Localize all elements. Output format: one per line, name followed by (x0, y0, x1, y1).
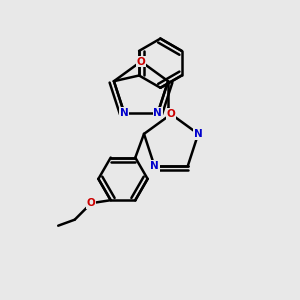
Text: N: N (153, 108, 162, 118)
Text: O: O (136, 56, 146, 67)
Text: O: O (87, 198, 96, 208)
Text: N: N (194, 129, 203, 139)
Text: O: O (167, 109, 176, 119)
Text: N: N (120, 108, 129, 118)
Text: N: N (150, 161, 159, 171)
